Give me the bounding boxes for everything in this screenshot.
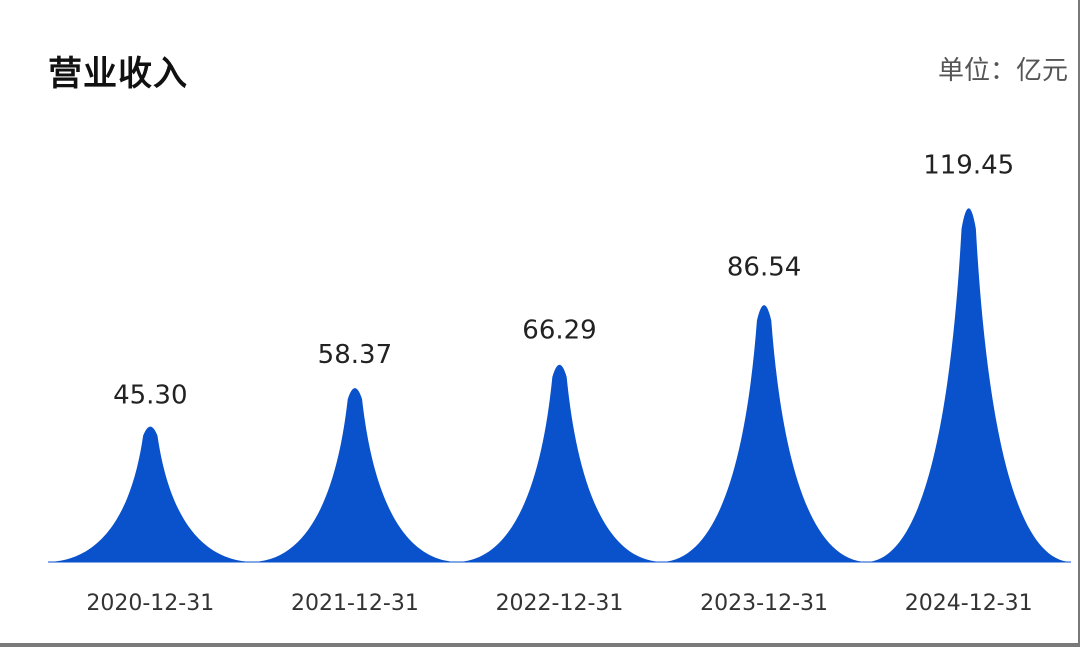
data-label: 66.29	[522, 316, 596, 346]
x-tick-label: 2020-12-31	[86, 591, 214, 616]
x-tick-label: 2023-12-31	[700, 591, 828, 616]
x-tick-label: 2022-12-31	[496, 591, 624, 616]
x-tick-label: 2024-12-31	[905, 591, 1033, 616]
data-label: 45.30	[113, 381, 187, 411]
bar-peak	[48, 426, 253, 562]
unit-label: 单位：亿元	[937, 56, 1068, 86]
data-label: 119.45	[923, 151, 1014, 181]
bar-peak	[661, 305, 867, 562]
bar-peak	[252, 388, 458, 562]
data-label: 86.54	[727, 253, 801, 283]
bar-peak	[866, 208, 1071, 562]
chart-title: 营业收入	[48, 54, 188, 94]
data-label: 58.37	[318, 340, 392, 370]
bar-peak	[457, 364, 662, 562]
x-tick-label: 2021-12-31	[291, 591, 419, 616]
